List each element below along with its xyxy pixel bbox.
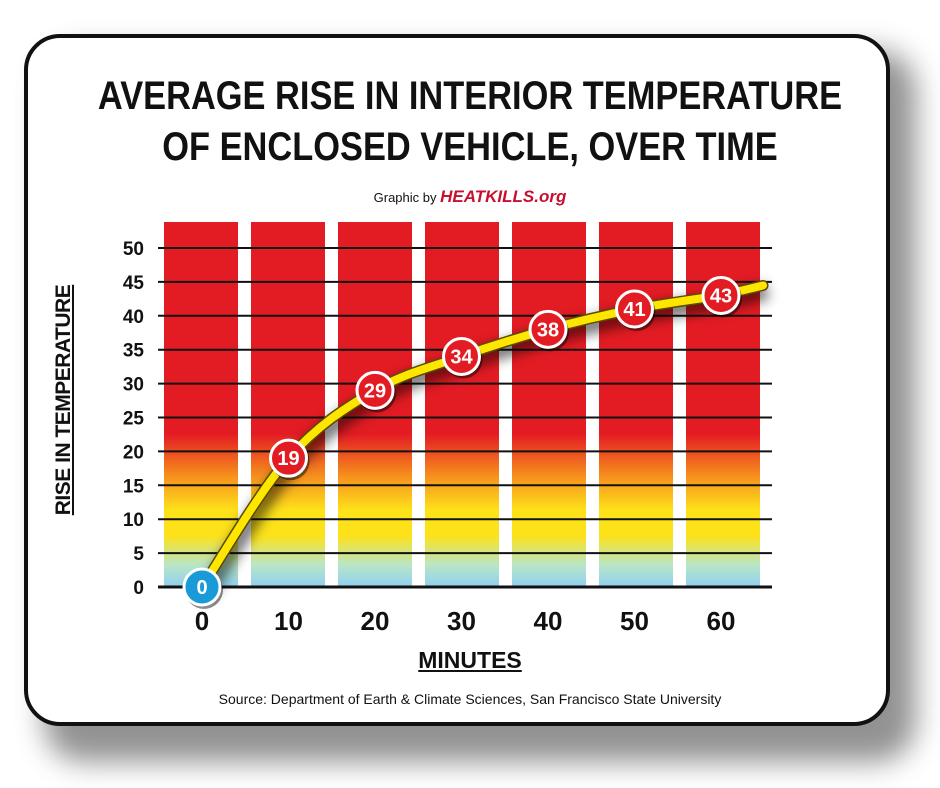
x-tick-label: 10: [274, 606, 303, 636]
data-point: 19: [269, 438, 310, 481]
chart-title-line-2: OF ENCLOSED VEHICLE, OVER TIME: [162, 125, 778, 169]
data-point-marker: [528, 309, 568, 349]
y-axis-label: RISE IN TEMPERATURE: [52, 284, 75, 516]
background-column: [512, 222, 586, 587]
y-axis-ticks: 0 5 10 15 20 25 30 35 40 45 50: [123, 239, 145, 599]
brand-logo-text: HEATKILLS: [440, 187, 535, 206]
data-point-marker: [701, 275, 741, 315]
brand-logo-suffix: .org: [534, 187, 567, 206]
x-axis-label: MINUTES: [418, 647, 522, 673]
data-point: 34: [442, 336, 483, 379]
data-label: 41: [623, 299, 645, 321]
data-point: 38: [528, 309, 569, 352]
background-column: [425, 222, 499, 587]
chart-title-line-1: AVERAGE RISE IN INTERIOR TEMPERATURE: [97, 74, 843, 118]
x-tick-label: 60: [707, 606, 736, 636]
y-tick-label: 5: [133, 544, 144, 565]
y-tick-label: 0: [133, 578, 144, 599]
x-tick-label: 20: [361, 606, 390, 636]
y-tick-label: 40: [123, 307, 144, 328]
data-point-marker: [269, 438, 308, 478]
data-point-marker: [615, 289, 654, 329]
x-tick-label: 30: [447, 606, 476, 636]
x-tick-label: 50: [620, 606, 649, 636]
x-tick-label: 40: [534, 606, 563, 636]
background-column: [599, 222, 673, 587]
credit-prefix: Graphic by: [373, 190, 441, 205]
background-column: [251, 222, 325, 587]
data-label: 19: [277, 448, 299, 470]
data-label: 29: [364, 380, 386, 402]
data-label: 34: [450, 346, 473, 368]
data-point-marker: [182, 567, 222, 607]
data-label: 38: [537, 319, 559, 341]
y-tick-label: 25: [123, 409, 145, 430]
data-point-marker: [355, 370, 395, 410]
data-point: 41: [615, 289, 656, 332]
y-tick-label: 50: [123, 239, 144, 260]
graphic-credit: Graphic by HEATKILLS.org: [0, 187, 940, 207]
data-markers: 0 19 29 34 38 41 43: [182, 275, 742, 609]
y-tick-label: 35: [123, 341, 145, 362]
data-point: 29: [355, 370, 396, 413]
data-point: 0: [182, 567, 223, 609]
data-point: 43: [701, 275, 742, 318]
y-tick-label: 20: [123, 442, 144, 463]
x-tick-label: 0: [195, 606, 209, 636]
x-axis-ticks: 0 10 20 30 40 50 60: [195, 606, 736, 636]
data-label: 0: [196, 577, 207, 599]
y-tick-label: 30: [123, 375, 144, 396]
y-tick-label: 45: [123, 273, 145, 294]
data-point-marker: [442, 336, 481, 376]
y-tick-label: 10: [123, 510, 144, 531]
y-tick-label: 15: [123, 476, 145, 497]
source-note: Source: Department of Earth & Climate Sc…: [218, 691, 722, 707]
data-label: 43: [710, 285, 732, 307]
background-column: [164, 222, 238, 587]
